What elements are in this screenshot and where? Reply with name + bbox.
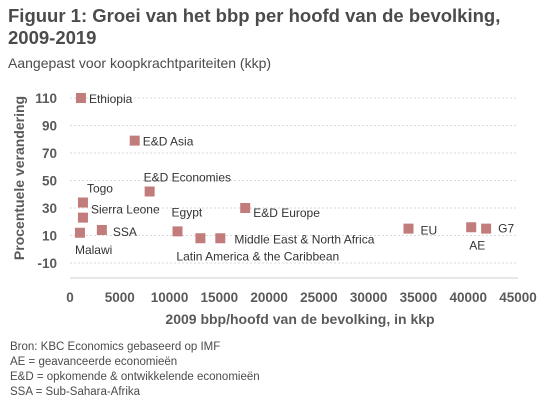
data-point-egypt <box>172 226 183 237</box>
x-tick-label: 30000 <box>350 290 388 305</box>
data-point-e-d-economies <box>144 186 155 197</box>
x-tick-label: 15000 <box>201 290 239 305</box>
x-axis-ticks: 0 5000 10000 15000 20000 25000 30000 35000 40000… <box>66 290 537 305</box>
abbrev-note-ssa: SSA = Sub-Sahara-Afrika <box>10 386 141 398</box>
point-label: Ethiopia <box>89 92 133 106</box>
point-label: AE <box>469 238 485 252</box>
chart-title: Figuur 1: Groei van het bbp per hoofd va… <box>8 5 501 48</box>
point-label: Malawi <box>75 243 112 257</box>
point-label: Sierra Leone <box>91 203 160 217</box>
x-tick-label: 45000 <box>499 290 537 305</box>
point-label: Togo <box>87 182 113 196</box>
point-label: SSA <box>113 225 137 239</box>
x-tick-label: 25000 <box>300 290 338 305</box>
x-axis-label: 2009 bbp/hoofd van de bevolking, in kkp <box>165 311 434 327</box>
y-tick-label: 30 <box>42 201 57 216</box>
data-point-togo <box>77 197 88 208</box>
chart-subtitle: Aangepast voor koopkrachtpariteiten (kkp… <box>8 55 272 71</box>
data-point-ethiopia <box>75 93 86 103</box>
point-label: E&D Economies <box>144 171 231 185</box>
point-label: Latin America & the Caribbean <box>176 249 339 263</box>
y-tick-label: 10 <box>42 229 57 244</box>
x-tick-label: 10000 <box>151 290 189 305</box>
data-point-eu <box>403 223 414 234</box>
y-tick-label: 110 <box>35 91 57 106</box>
point-label: Egypt <box>172 205 203 219</box>
x-tick-label: 40000 <box>449 290 487 305</box>
data-point-ssa <box>96 225 107 235</box>
data-point-ae <box>466 222 477 233</box>
data-point-malawi <box>74 227 85 238</box>
point-label: EU <box>420 224 437 238</box>
x-tick-label: 35000 <box>400 290 438 305</box>
data-point-latin-america-the-caribbean <box>195 233 206 244</box>
data-point-sierra-leone <box>77 212 88 223</box>
point-label: E&D Europe <box>253 206 320 220</box>
x-tick-label: 5000 <box>105 290 135 305</box>
y-tick-label: 90 <box>42 119 57 134</box>
point-labels: Ethiopia E&D Asia E&D Economies Togo Sierra … <box>75 92 515 263</box>
y-tick-label: 50 <box>42 174 57 189</box>
x-tick-label: 0 <box>66 290 74 305</box>
data-point-e-d-asia <box>129 135 140 146</box>
abbrev-note-ed: E&D = opkomende & ontwikkelende economie… <box>10 371 260 383</box>
y-axis-ticks: -10 10 30 50 70 90 110 <box>35 91 57 271</box>
x-tick-label: 20000 <box>250 290 288 305</box>
point-label: G7 <box>498 222 514 236</box>
y-tick-label: 70 <box>42 146 57 161</box>
source-note: Bron: KBC Economics gebaseerd op IMF <box>10 341 221 353</box>
y-axis-label: Procentuele verandering <box>11 96 27 260</box>
abbrev-note-ae: AE = geavanceerde economieën <box>10 356 178 368</box>
scatter-chart: -10 10 30 50 70 90 110 0 5000 10000 15000 20000 250… <box>11 91 537 327</box>
point-label: Middle East & North Africa <box>234 232 374 246</box>
chart-notes: Bron: KBC Economics gebaseerd op IMF AE … <box>10 340 260 400</box>
data-points <box>74 93 492 244</box>
gridlines <box>70 97 518 279</box>
data-point-e-d-europe <box>240 203 251 213</box>
y-tick-label: -10 <box>37 256 57 271</box>
point-label: E&D Asia <box>143 135 194 149</box>
data-point-middle-east-north-africa <box>215 233 226 244</box>
data-point-g7 <box>481 223 492 234</box>
